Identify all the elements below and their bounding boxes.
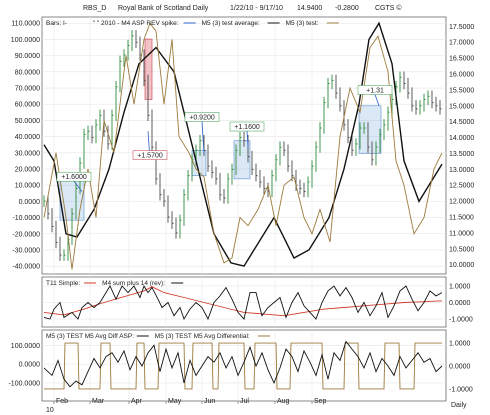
right-tick-label: 13.5000 [449,151,474,158]
left-tick-label: 0.0000 [19,362,41,369]
spike-box [358,105,382,154]
x-axis-year-label: 10 [46,407,54,414]
x-tick-label: Aug [277,398,290,405]
legend-label: M5 (3) test: [286,20,319,27]
annotation-label: +1.6000 [61,174,87,181]
legend-label: M5 (3) TEST M5 Avg Differential: [155,333,250,340]
left-tick-label: 90.0000 [15,53,40,60]
x-tick-label: Jun [204,398,215,405]
annotation-label-box [56,171,92,182]
header-last: 14.9400 [297,5,322,12]
bottom-panel: 100.0000 0.0000 -100.0000 1.0000 0.0000 -1.00… [8,330,473,401]
annotation-arrow [374,94,380,106]
right-tick-label: 0.0000 [449,364,471,371]
series-line [43,286,443,317]
left-tick-label: -20.0000 [12,231,40,238]
annotation-arrow [73,180,83,192]
right-tick-label: 12.5000 [449,183,474,190]
right-tick-label: 15.0000 [449,103,474,110]
right-tick-label: 10.0000 [449,262,474,269]
right-tick-label: 14.0000 [449,135,474,142]
left-tick-label: 30.0000 [15,150,40,157]
spike-box [233,140,251,180]
right-tick-label: 10.5000 [449,246,474,253]
right-tick-label: 13.0000 [449,167,474,174]
right-tick-label: 17.0000 [449,40,474,47]
left-tick-label: 50.0000 [15,118,40,125]
legend-label: M5 (3) test average: [202,20,260,27]
annotation-label: +1.31 [366,87,384,94]
right-tick-label: 1.0000 [449,283,471,290]
spike-box [144,38,153,100]
series-line [43,22,443,270]
header-copyright: CGTS © [375,4,402,12]
left-tick-label: 100.0000 [11,343,40,350]
right-tick-label: 15.5000 [449,87,474,94]
right-tick-label: 0.0000 [449,300,471,307]
header-range: 1/22/10 - 9/17/10 [230,5,283,12]
right-tick-label: 16.0000 [449,72,474,79]
annotation-arrow [201,121,205,154]
right-tick-label: 14.5000 [449,119,474,126]
x-axis-period-label: Daily [451,402,467,409]
legend-label: " " 2010 - M4 ASP REV spike: [93,20,179,27]
left-tick-label: -30.0000 [12,247,40,254]
annotation-label: +1.1600 [234,124,260,131]
left-tick-label: 110.0000 [11,21,40,28]
annotation-label-box [184,112,220,122]
series-line [44,342,442,390]
left-tick-label: 60.0000 [15,102,40,109]
main-panel: 110.0000 100.0000 90.0000 80.0000 70.0000 60.… [11,17,474,274]
series-line [43,21,443,267]
right-tick-label: 11.0000 [449,230,474,237]
left-tick-label: 40.0000 [15,134,40,141]
left-tick-label: 20.0000 [15,166,40,173]
middle-panel: 1.0000 0.0000 -1.0000 T11 Simple: M4 sum plu… [42,277,473,327]
annotation-label-box [357,85,393,95]
left-tick-label: -40.0000 [12,264,40,271]
legend-label: M5 (3) TEST M5 Avg Diff ASP: [46,333,134,340]
right-tick-label: 1.0000 [449,341,471,348]
right-tick-label: 12.0000 [449,199,474,206]
series-line [43,340,443,388]
header-symbol: RBS_D [83,5,106,12]
left-tick-label: -100.0000 [8,380,40,387]
right-tick-label: -1.0000 [449,317,473,324]
x-tick-label: Apr [131,398,143,405]
left-tick-label: 10.0000 [15,183,40,190]
series-line [43,284,443,321]
left-tick-label: 0.0000 [19,199,41,206]
left-tick-label: 80.0000 [15,69,40,76]
left-tick-label: -10.0000 [12,215,40,222]
legend-label: T11 Simple: [46,280,80,287]
left-tick-label: 70.0000 [15,86,40,93]
x-tick-label: Sep [314,398,327,405]
left-tick-label: 100.0000 [11,37,40,44]
legend-label: Bars: I- [46,20,67,27]
right-tick-label: 16.5000 [449,56,474,63]
annotation-label-box [132,150,168,160]
header-name: Royal Bank of Scotland Daily [118,5,209,12]
bottom-panel-frame [41,329,447,402]
x-tick-label: Mar [92,398,105,405]
annotation-label-box [229,121,265,132]
right-tick-label: 11.5000 [449,214,474,221]
x-tick-label: Feb [56,398,68,405]
annotation-label: +0.9200 [189,114,215,121]
right-tick-label: -1.0000 [449,386,473,393]
x-tick-label: Jul [240,398,249,405]
x-tick-label: May [168,398,182,405]
x-axis: Feb Mar Apr May Jun Jul Aug Sep 10 Daily [46,398,467,414]
annotation-label: +1.5700 [137,153,163,160]
right-tick-label: 17.5000 [449,24,474,31]
annotation-arrow [246,131,249,148]
legend-label: M4 sum plus 14 (rev): [102,280,165,287]
header-change: -0.2800 [335,5,359,12]
